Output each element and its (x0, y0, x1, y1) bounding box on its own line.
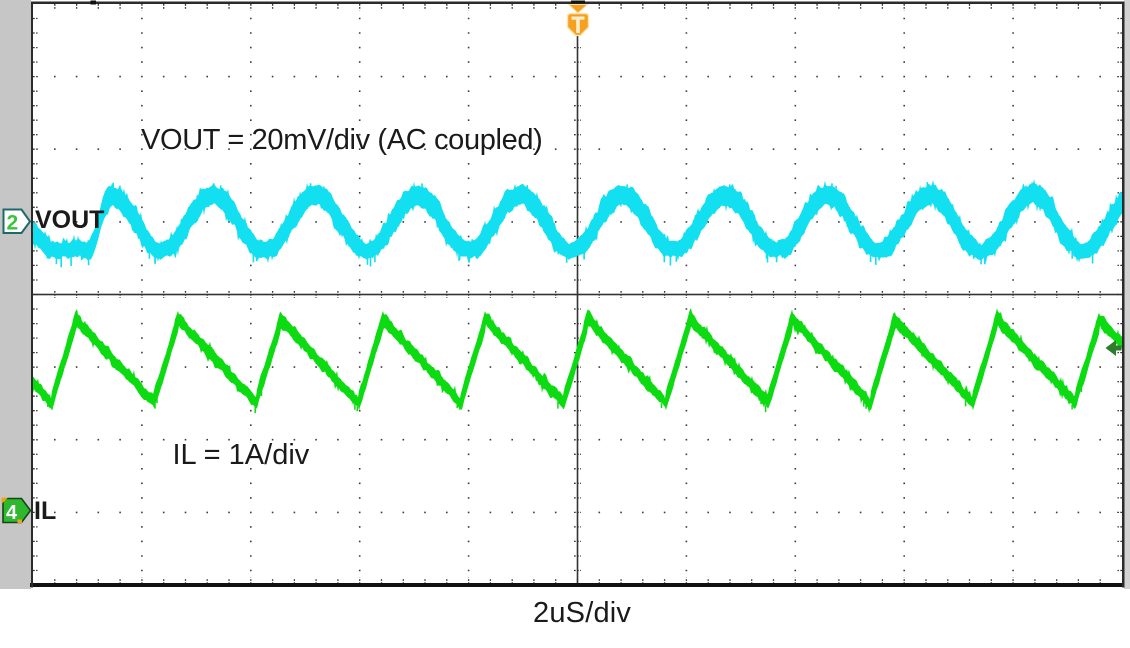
svg-text:IL = 1A/div: IL = 1A/div (173, 439, 310, 471)
svg-text:IL: IL (34, 497, 56, 525)
svg-text:2: 2 (7, 212, 19, 235)
svg-text:VOUT: VOUT (35, 206, 104, 234)
svg-text:2uS/div: 2uS/div (533, 597, 631, 629)
svg-text:VOUT = 20mV/div (AC coupled): VOUT = 20mV/div (AC coupled) (141, 124, 542, 156)
svg-text:4: 4 (6, 502, 18, 524)
